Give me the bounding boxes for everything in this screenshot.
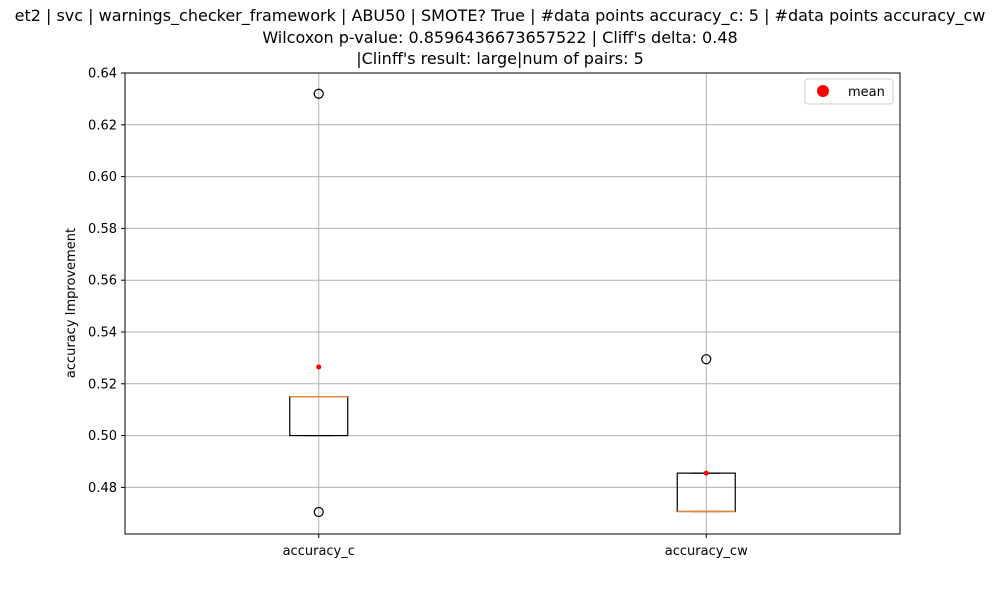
chart-title-line-3: |Clinff's result: large|num of pairs: 5 — [356, 49, 644, 68]
x-tick-label: accuracy_c — [283, 544, 355, 559]
legend-mean-label: mean — [848, 85, 885, 100]
y-tick-label: 0.50 — [88, 429, 117, 444]
legend-frame — [804, 78, 894, 105]
chart-title-line-2: Wilcoxon p-value: 0.8596436673657522 | C… — [262, 28, 738, 47]
y-tick-label: 0.56 — [88, 274, 117, 289]
outlier-point — [701, 354, 712, 365]
y-tick-label: 0.52 — [88, 377, 117, 392]
y-axis-label: accuracy Improvement — [64, 228, 79, 378]
y-tick-label: 0.62 — [88, 118, 117, 133]
y-tick-label: 0.60 — [88, 170, 117, 185]
mean-point — [703, 470, 709, 476]
y-tick-label: 0.48 — [88, 481, 117, 496]
x-tick-label: accuracy_cw — [665, 544, 748, 559]
outlier-point — [313, 506, 324, 518]
chart-title-line-1: et2 | svc | warnings_checker_framework |… — [14, 6, 986, 25]
outlier-point — [313, 88, 324, 99]
y-tick-label: 0.64 — [88, 67, 117, 82]
y-tick-label: 0.54 — [88, 325, 117, 340]
mean-point — [316, 364, 322, 370]
legend: mean — [804, 78, 894, 105]
y-tick-label: 0.58 — [88, 222, 117, 237]
legend-mean-marker — [817, 85, 829, 97]
axes-frame — [124, 72, 901, 535]
